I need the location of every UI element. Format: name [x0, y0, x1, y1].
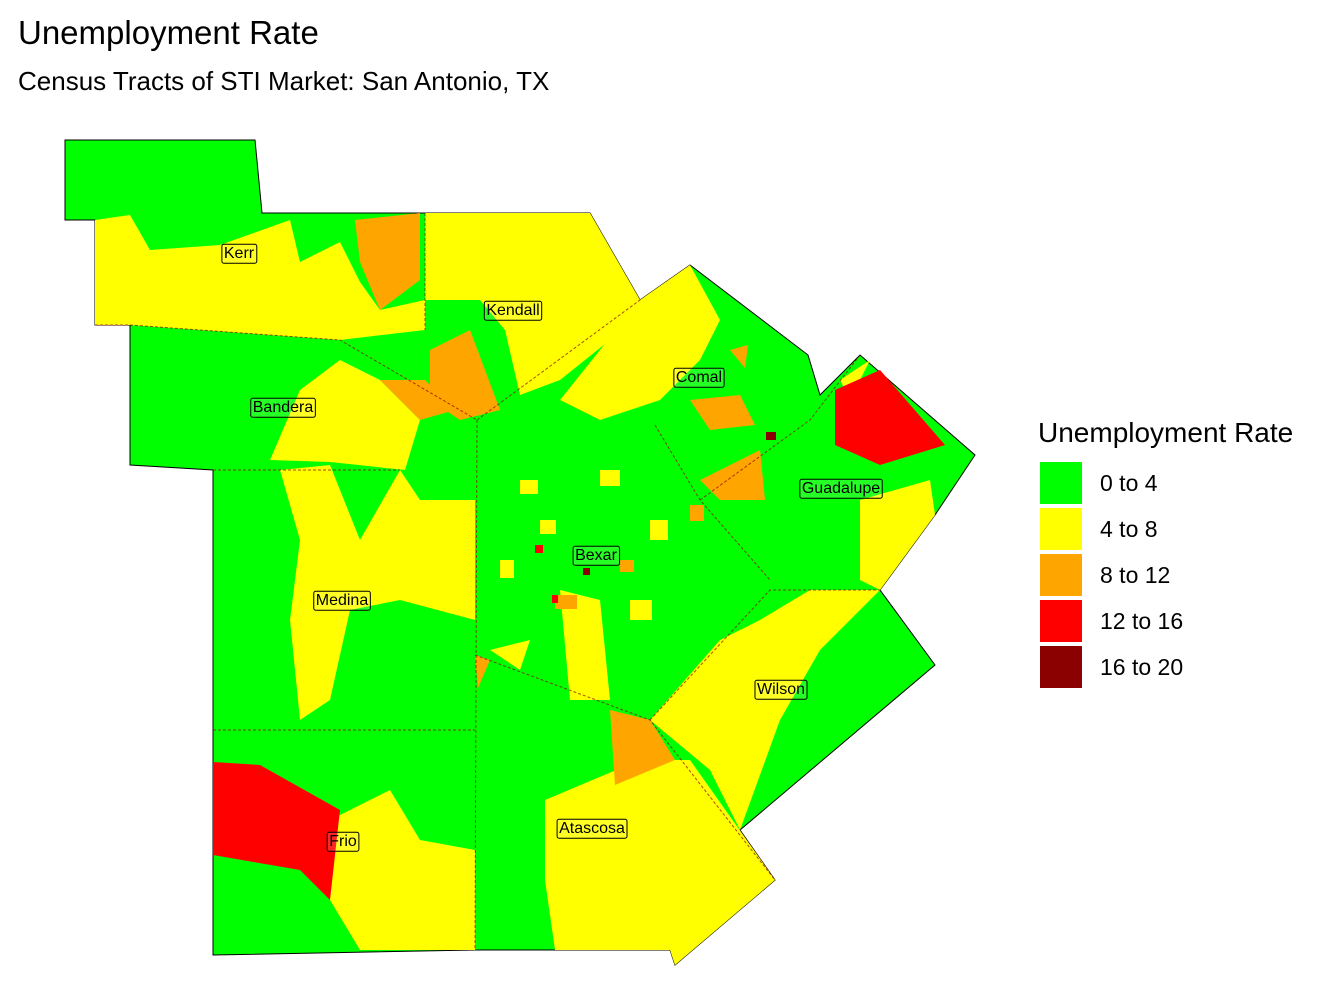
county-label-box	[326, 831, 360, 852]
county-name: Medina	[316, 592, 369, 609]
legend-label: 8 to 12	[1100, 562, 1170, 588]
legend-swatch	[1040, 462, 1082, 504]
patches-16-20	[583, 432, 776, 575]
legend-swatch	[1040, 554, 1082, 596]
patches-12-16	[213, 370, 945, 900]
title: Unemployment Rate	[18, 14, 319, 51]
county-label: Kerr	[221, 243, 258, 264]
county-label-box	[313, 590, 371, 611]
legend-label: 4 to 8	[1100, 516, 1158, 542]
county-label-box	[221, 243, 258, 264]
county-name: Frio	[329, 833, 357, 850]
county-label: Wilson	[754, 679, 808, 700]
county-name: Bandera	[253, 399, 314, 416]
county-name: Guadalupe	[802, 480, 880, 497]
subtitle: Census Tracts of STI Market: San Antonio…	[18, 66, 549, 96]
county-name: Kerr	[224, 245, 255, 262]
county-name: Wilson	[757, 681, 805, 698]
patches-4-8	[95, 213, 935, 965]
legend-label: 0 to 4	[1100, 470, 1158, 496]
county-label-box	[556, 818, 628, 839]
county-label: Kendall	[483, 300, 543, 321]
county-labels: Kerr Kendall Comal Bandera Guadalupe Bexar Med…	[221, 243, 883, 852]
legend-label: 16 to 20	[1100, 654, 1183, 680]
county-label-box	[673, 367, 725, 388]
county-label-box	[483, 300, 543, 321]
county-label: Comal	[673, 367, 725, 388]
legend: Unemployment Rate 0 to 4 4 to 8 8 to 12 12 …	[1038, 417, 1293, 688]
county-label-box	[250, 397, 316, 418]
legend-swatch	[1040, 508, 1082, 550]
county-label: Medina	[313, 590, 371, 611]
county-label-box	[572, 545, 621, 566]
legend-swatch	[1040, 600, 1082, 642]
county-label-box	[799, 478, 883, 499]
county-name: Atascosa	[559, 820, 625, 837]
legend-label: 12 to 16	[1100, 608, 1183, 634]
county-borders	[95, 213, 880, 951]
county-label-box	[754, 679, 808, 700]
county-name: Comal	[676, 369, 722, 386]
county-label: Bandera	[250, 397, 316, 418]
patches-8-12	[355, 213, 765, 785]
county-label: Guadalupe	[799, 478, 883, 499]
county-label: Bexar	[572, 545, 621, 566]
map	[64, 139, 976, 966]
county-label: Atascosa	[556, 818, 628, 839]
county-label: Frio	[326, 831, 360, 852]
county-name: Bexar	[575, 547, 617, 564]
legend-title: Unemployment Rate	[1038, 417, 1293, 448]
legend-swatch	[1040, 646, 1082, 688]
county-name: Kendall	[486, 302, 539, 319]
